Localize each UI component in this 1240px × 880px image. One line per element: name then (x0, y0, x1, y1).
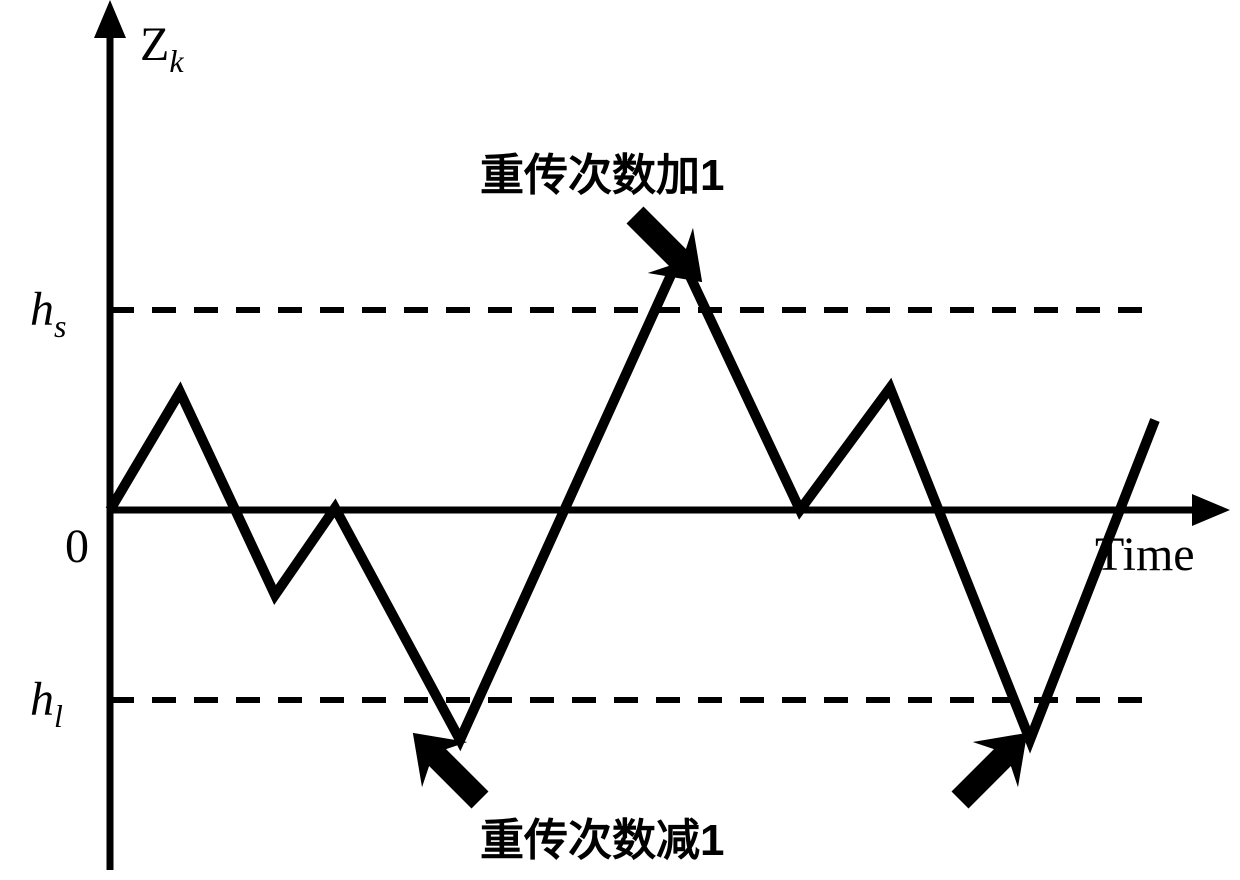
annotation-bottom-text: 重传次数减1 (480, 816, 724, 865)
hs-sub: s (54, 308, 66, 344)
series-line (110, 255, 1155, 740)
y-axis-label-main: Z (140, 18, 169, 71)
hl-sub: l (54, 698, 63, 734)
threshold-hs-label: hs (30, 283, 66, 344)
annotation-top-text: 重传次数加1 (480, 151, 724, 200)
hl-main: h (30, 673, 54, 726)
diagram: Zk Time 0 hs hl 重传次数加1 重传次数减1 (0, 0, 1240, 880)
y-axis-label-sub: k (169, 43, 184, 79)
y-axis-arrow (94, 0, 126, 38)
x-axis-label: Time (1095, 528, 1195, 581)
threshold-hl-label: hl (30, 673, 63, 734)
hs-main: h (30, 283, 54, 336)
y-axis-label: Zk (140, 18, 184, 79)
x-axis-arrow (1192, 494, 1230, 526)
annotation-bottom-left-arrow-icon (390, 710, 502, 822)
origin-label: 0 (65, 520, 89, 573)
